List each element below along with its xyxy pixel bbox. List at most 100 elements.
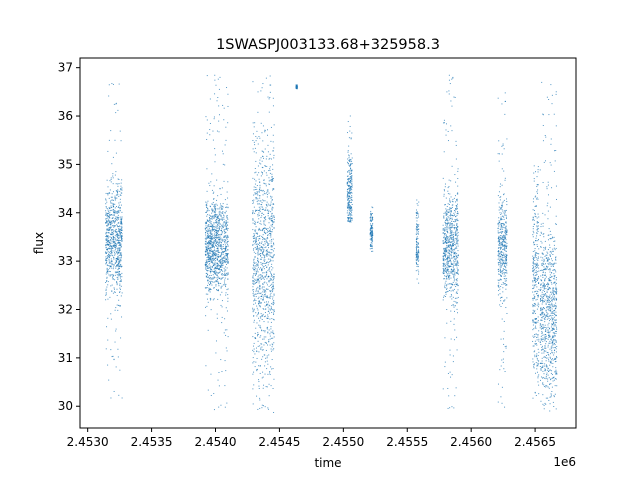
data-point [447, 269, 449, 271]
data-point [454, 329, 456, 331]
data-point [215, 84, 217, 86]
data-point [118, 179, 120, 180]
data-point [534, 196, 536, 198]
data-point [254, 237, 256, 239]
data-point [351, 186, 353, 188]
data-point [109, 265, 111, 267]
data-point [210, 232, 212, 234]
data-point [266, 368, 268, 370]
data-point [268, 192, 270, 194]
data-point [351, 189, 353, 191]
data-point [500, 338, 502, 340]
data-point [556, 288, 558, 290]
data-point [532, 250, 534, 252]
data-point [206, 138, 208, 140]
data-point [452, 284, 454, 286]
data-point [215, 235, 217, 237]
data-point [209, 251, 211, 253]
data-point [224, 272, 226, 274]
data-point [498, 221, 500, 223]
data-point [449, 266, 451, 268]
data-point [113, 199, 115, 201]
data-point [451, 130, 453, 132]
data-point [219, 244, 221, 246]
data-point [351, 206, 353, 208]
data-point [213, 256, 215, 258]
data-point [225, 240, 227, 242]
data-point [450, 248, 452, 250]
data-point [210, 237, 212, 239]
data-point [534, 260, 536, 261]
data-point [502, 338, 504, 340]
data-point [109, 180, 111, 182]
data-point [114, 240, 116, 242]
data-point [262, 254, 264, 256]
data-point [262, 199, 264, 201]
data-point [254, 147, 256, 149]
data-point [255, 240, 257, 242]
data-point [505, 250, 507, 252]
data-point [210, 243, 212, 245]
data-point [499, 196, 501, 198]
data-point [256, 350, 258, 352]
data-point [205, 211, 207, 213]
data-point [116, 288, 118, 290]
data-point [115, 112, 117, 114]
data-point [256, 279, 258, 281]
data-point [222, 208, 224, 210]
data-point [227, 273, 229, 275]
data-point [538, 282, 540, 284]
data-point [216, 317, 218, 319]
data-point [258, 248, 260, 250]
data-point [226, 227, 228, 229]
data-point [537, 362, 539, 364]
data-point [447, 230, 449, 232]
data-point [209, 240, 211, 242]
data-point [213, 264, 215, 266]
data-point [120, 337, 122, 339]
data-point [351, 186, 353, 188]
data-point [268, 312, 270, 314]
data-point [106, 286, 108, 288]
data-point [505, 209, 507, 211]
data-point [267, 254, 269, 256]
data-point [415, 245, 417, 247]
data-point [417, 269, 419, 271]
data-point [263, 257, 265, 259]
data-point [212, 258, 214, 260]
data-point [532, 281, 534, 283]
data-point [213, 198, 215, 200]
data-point [207, 233, 209, 235]
data-point [456, 283, 458, 285]
data-point [347, 195, 349, 197]
data-point [254, 172, 256, 174]
data-point [270, 326, 272, 328]
data-point [227, 122, 229, 124]
data-point [501, 302, 503, 304]
data-point [111, 290, 113, 292]
data-point [206, 206, 208, 208]
data-point [218, 251, 220, 253]
data-point [108, 215, 110, 217]
data-point [499, 278, 501, 280]
data-point [451, 272, 453, 274]
data-point [257, 261, 259, 263]
data-point [118, 228, 120, 230]
data-point [206, 270, 208, 272]
data-point [265, 232, 267, 234]
data-point [254, 220, 256, 222]
data-point [348, 187, 350, 189]
data-point [121, 239, 123, 241]
data-point [347, 175, 349, 177]
data-point [442, 264, 444, 266]
data-point [254, 222, 256, 224]
data-point [502, 201, 504, 203]
data-point [445, 214, 447, 216]
data-point [270, 224, 272, 226]
data-point [111, 263, 113, 265]
data-point [114, 254, 116, 256]
data-point [110, 224, 112, 226]
data-point [224, 239, 226, 241]
data-point [350, 176, 352, 178]
data-point [268, 304, 270, 306]
